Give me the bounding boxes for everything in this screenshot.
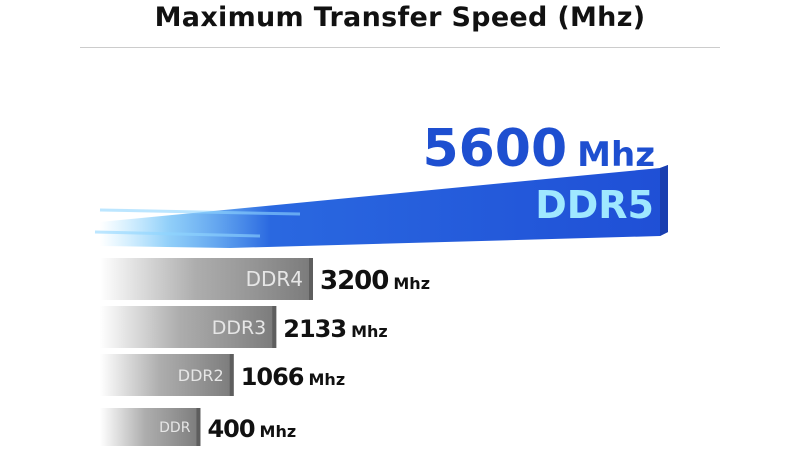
bar-ddr bbox=[100, 408, 201, 446]
value-label: 2133 Mhz bbox=[283, 315, 387, 343]
bar-side bbox=[196, 408, 201, 446]
bar-ddr5 bbox=[100, 165, 668, 248]
bar-label: DDR bbox=[159, 420, 191, 436]
bar-side bbox=[660, 165, 668, 236]
bar-side bbox=[309, 258, 313, 300]
value-label: 3200 Mhz bbox=[320, 266, 430, 296]
bar-side bbox=[229, 354, 234, 396]
value-label: 400 Mhz bbox=[207, 415, 296, 443]
bar-ddr4 bbox=[100, 258, 313, 300]
speed-streak bbox=[99, 208, 301, 216]
title-divider bbox=[80, 47, 720, 48]
chart-title: Maximum Transfer Speed (Mhz) bbox=[154, 2, 646, 33]
value-label: 1066 Mhz bbox=[241, 363, 345, 391]
bar-label: DDR5 bbox=[535, 183, 654, 227]
bar-side bbox=[272, 306, 277, 348]
bar-ddr2 bbox=[100, 354, 234, 396]
speed-streak bbox=[94, 230, 261, 238]
bar-label: DDR4 bbox=[246, 267, 303, 291]
bar-label: DDR3 bbox=[212, 317, 267, 339]
value-label: 5600 Mhz bbox=[422, 119, 655, 179]
bar-label: DDR2 bbox=[178, 366, 224, 385]
bar-ddr3 bbox=[100, 306, 277, 348]
